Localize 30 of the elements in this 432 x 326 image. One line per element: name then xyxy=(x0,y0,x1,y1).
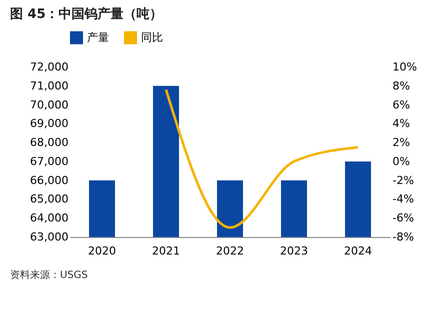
y2-tick-label: -8% xyxy=(392,230,414,244)
x-tick-label: 2021 xyxy=(152,244,180,258)
y-tick-label: 65,000 xyxy=(30,192,68,206)
y-tick-label: 66,000 xyxy=(30,174,68,187)
y-tick-label: 64,000 xyxy=(30,212,68,225)
y-tick-label: 72,000 xyxy=(30,60,68,74)
y-tick-label: 68,000 xyxy=(30,136,68,150)
y-tick-label: 63,000 xyxy=(30,230,68,244)
x-tick-label: 2020 xyxy=(88,244,116,258)
x-tick-label: 2023 xyxy=(280,244,308,258)
y2-tick-label: 4% xyxy=(392,117,410,130)
y2-tick-label: 8% xyxy=(392,79,410,92)
y-tick-label: 71,000 xyxy=(30,79,68,92)
y2-tick-label: -6% xyxy=(392,212,414,225)
y-tick-label: 69,000 xyxy=(30,117,68,130)
y-tick-label: 67,000 xyxy=(30,154,68,168)
legend-label: 同比 xyxy=(141,30,163,44)
y2-tick-label: 10% xyxy=(392,60,417,74)
y-tick-label: 70,000 xyxy=(30,98,68,112)
chart-title: 图 45：中国钨产量（吨） xyxy=(10,6,163,22)
x-tick-label: 2024 xyxy=(344,244,372,258)
y2-tick-label: 6% xyxy=(392,98,410,112)
text: 资料来源：USGS xyxy=(10,269,88,281)
y2-tick-label: 0% xyxy=(392,154,410,168)
y2-tick-label: -4% xyxy=(392,192,414,206)
x-tick-label: 2022 xyxy=(216,244,244,258)
line-series xyxy=(164,88,360,229)
y2-tick-label: -2% xyxy=(392,174,414,187)
legend-label: 产量 xyxy=(87,30,109,44)
y2-tick-label: 2% xyxy=(392,136,410,150)
